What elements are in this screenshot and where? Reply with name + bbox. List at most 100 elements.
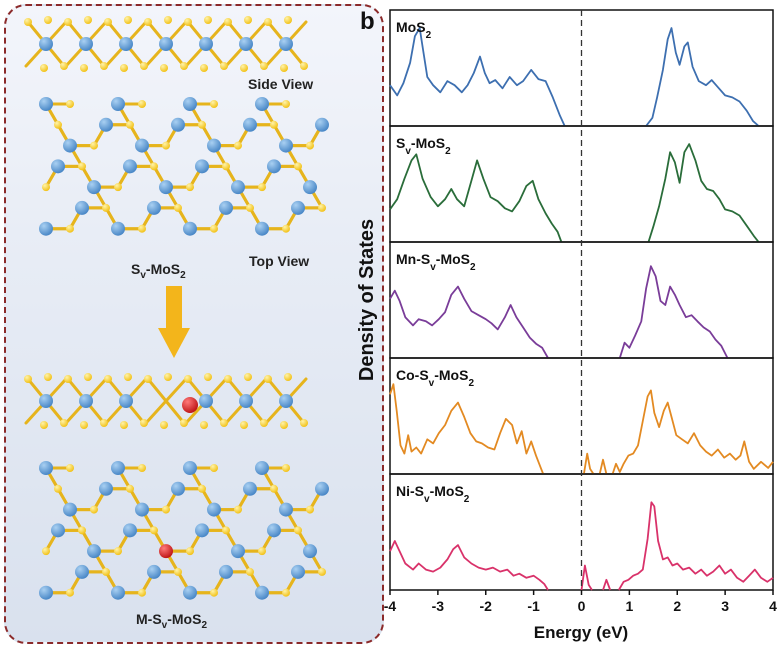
molybdenum-atom [119,37,133,51]
molybdenum-atom [255,585,269,600]
x-tick-label: -1 [527,598,540,614]
sulfur-atom [100,62,108,70]
molybdenum-atom [231,544,245,559]
sulfur-atom [282,100,290,108]
sulfur-atom [66,100,74,108]
sulfur-atom [114,547,122,556]
molybdenum-atom [39,394,53,408]
x-tick-label: 1 [625,598,633,614]
sulfur-atom [270,120,278,129]
sulfur-atom [222,526,230,535]
series-label: Sv-MoS2 [396,135,451,157]
sulfur-atom [246,567,254,576]
sulfur-atom [224,18,232,26]
sulfur-atom [264,18,272,26]
arrow-shaft [166,286,182,330]
molybdenum-atom [111,221,125,236]
molybdenum-atom [183,97,197,111]
sulfur-atom [138,224,146,233]
molybdenum-atom [147,200,161,215]
side-view-label: Side View [248,76,314,92]
sulfur-atom [24,375,32,383]
molybdenum-atom [207,138,221,153]
sulfur-atom [102,567,110,576]
sulfur-atom [210,588,218,597]
series-label: Mn-Sv-MoS2 [396,251,476,273]
sulfur-atom [66,588,74,597]
sulfur-atom [180,419,188,427]
sulfur-atom [140,419,148,427]
sulfur-atom [270,484,278,493]
doped-label: M-Sv-MoS2 [136,611,208,631]
sulfur-atom [102,203,110,212]
molybdenum-atom [255,461,269,475]
sulfur-atom [258,547,266,556]
sulfur-atom [66,224,74,233]
molybdenum-atom [99,481,113,496]
x-tick-label: -2 [480,598,493,614]
molybdenum-atom [195,523,209,538]
molybdenum-atom [267,523,281,538]
sulfur-atom [80,64,88,72]
sulfur-atom [204,16,212,24]
sulfur-atom [318,203,326,212]
pristine-label: Sv-MoS2 [131,261,186,281]
sulfur-atom [174,203,182,212]
x-tick-label: 3 [721,598,729,614]
molybdenum-atom [159,180,173,195]
sulfur-atom [124,373,132,381]
sulfur-atom [198,484,206,493]
molybdenum-atom [51,523,65,538]
sulfur-atom [280,421,288,429]
molybdenum-atom [199,37,213,51]
sulfur-atom [284,373,292,381]
sulfur-atom [306,505,314,514]
sulfur-atom [260,62,268,70]
sulfur-atom [160,64,168,72]
subplot-frame [389,9,774,127]
molybdenum-atom [119,394,133,408]
molybdenum-atom [99,117,113,132]
sulfur-atom [60,62,68,70]
molybdenum-atom [39,97,53,111]
sulfur-atom [160,421,168,429]
arrow-icon [158,328,190,358]
sulfur-atom [60,419,68,427]
molybdenum-atom [79,37,93,51]
dos-curve [598,458,608,475]
dopant-atom [182,397,198,413]
molybdenum-atom [63,138,77,153]
panel-b-letter: b [360,8,375,35]
bond [164,399,186,425]
sulfur-atom [44,373,52,381]
sulfur-atom [318,567,326,576]
sulfur-atom [54,484,62,493]
sulfur-atom [258,183,266,192]
dopant-atom [159,544,173,559]
sulfur-atom [198,120,206,129]
molybdenum-atom [279,138,293,153]
dos-curve [389,383,545,475]
sulfur-atom [306,141,314,150]
molybdenum-atom [291,564,305,579]
sulfur-atom [240,64,248,72]
sulfur-atom [164,373,172,381]
sulfur-atom [300,419,308,427]
sulfur-atom [200,64,208,72]
sulfur-atom [184,18,192,26]
sulfur-atom [64,375,72,383]
sulfur-atom [150,162,158,171]
sulfur-atom [144,375,152,383]
molybdenum-atom [111,461,125,475]
molybdenum-atom [199,394,213,408]
sulfur-atom [138,464,146,472]
sulfur-atom [294,162,302,171]
sulfur-atom [54,120,62,129]
molybdenum-atom [239,394,253,408]
structure-panel: Side View Top View Sv-MoS2 M-Sv-MoS2 [4,4,384,644]
sulfur-atom [104,18,112,26]
sulfur-atom [44,16,52,24]
sulfur-atom [90,505,98,514]
sulfur-atom [204,373,212,381]
